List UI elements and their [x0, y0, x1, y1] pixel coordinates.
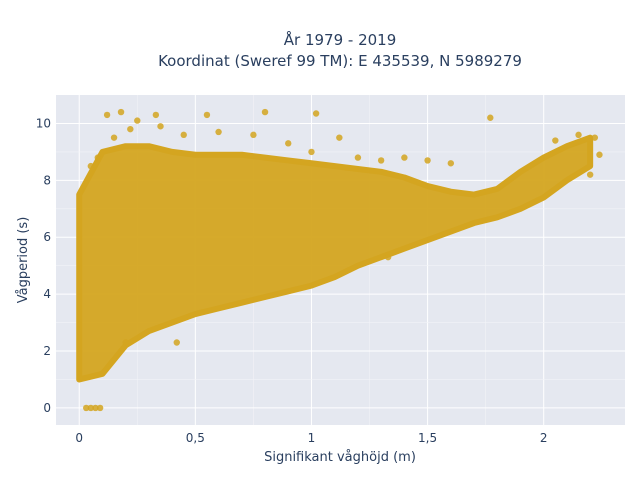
scatter-point	[203, 111, 211, 119]
tick-labels: 0 0,5 1 1,5 2 0 2 4 6 8 10	[36, 116, 548, 445]
scatter-point	[82, 404, 90, 412]
chart-title: År 1979 - 2019	[284, 30, 397, 49]
scatter-point	[575, 131, 582, 139]
scatter-point	[250, 131, 257, 139]
y-tick-label: 2	[43, 344, 51, 358]
scatter-point	[117, 108, 125, 116]
scatter-cloud	[76, 134, 594, 383]
scatter-points	[82, 108, 603, 412]
scatter-point	[285, 140, 292, 147]
y-tick-label: 4	[43, 287, 51, 301]
scatter-point	[87, 404, 95, 412]
x-tick-label: 1,5	[418, 431, 437, 445]
scatter-point	[110, 134, 118, 141]
scatter-point	[92, 404, 99, 412]
y-tick-label: 6	[43, 230, 51, 244]
scatter-point	[122, 339, 129, 346]
scatter-point	[308, 148, 315, 156]
scatter-point	[157, 123, 164, 130]
scatter-point	[215, 128, 222, 136]
scatter-point	[586, 171, 594, 178]
y-tick-label: 8	[43, 173, 51, 187]
scatter-point	[127, 125, 134, 133]
scatter-point	[596, 151, 603, 158]
chart-subtitle: Koordinat (Sweref 99 TM): E 435539, N 59…	[158, 52, 522, 70]
scatter-point	[261, 108, 269, 116]
x-tick-label: 0	[75, 431, 83, 445]
scatter-point	[312, 110, 320, 117]
scatter-point	[552, 137, 559, 144]
y-axis-title: Vågperiod (s)	[16, 217, 31, 304]
x-tick-label: 0,5	[186, 431, 205, 445]
point-cloud-area	[76, 134, 594, 383]
x-tick-label: 2	[540, 431, 548, 445]
scatter-point	[591, 134, 599, 141]
x-axis-title: Signifikant våghöjd (m)	[264, 450, 416, 465]
scatter-point	[354, 154, 362, 161]
scatter-point	[87, 162, 95, 170]
scatter-point	[96, 404, 104, 412]
scatter-point	[180, 131, 187, 139]
y-tick-label: 0	[43, 401, 51, 415]
scatter-point	[134, 117, 141, 124]
scatter-point	[152, 111, 160, 119]
scatter-point	[94, 154, 102, 161]
scatter-point	[103, 111, 111, 119]
y-tick-label: 10	[36, 116, 51, 130]
scatter-point	[447, 160, 455, 167]
scatter-point	[424, 157, 431, 164]
scatter-point	[336, 134, 343, 141]
scatter-point	[401, 154, 408, 161]
scatter-point	[487, 114, 494, 121]
scatter-point	[173, 339, 180, 346]
scatter-point	[384, 253, 392, 261]
scatter-point	[377, 157, 385, 164]
x-tick-label: 1	[308, 431, 316, 445]
